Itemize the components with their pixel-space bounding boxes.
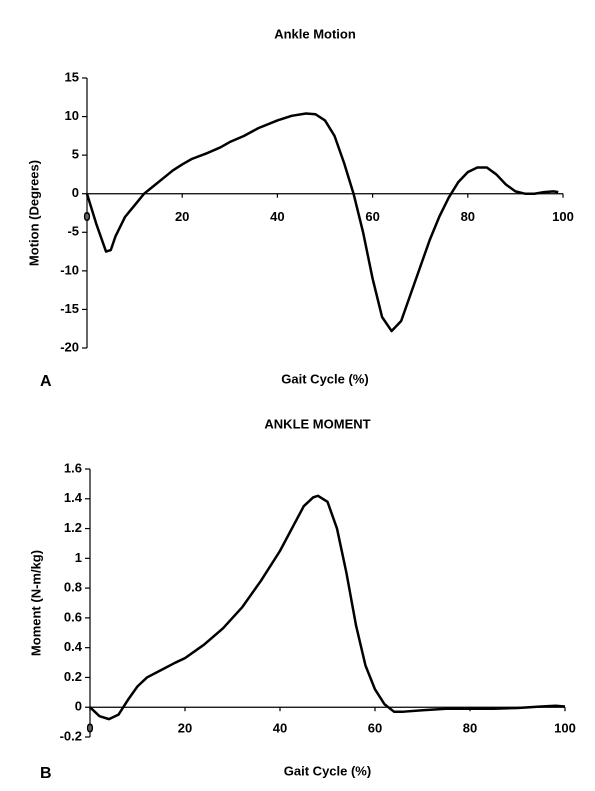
y-tick-label: 0	[72, 185, 79, 200]
line-series	[85, 112, 559, 333]
y-tick-label: 5	[72, 147, 79, 162]
x-tick-label: 40	[270, 209, 284, 224]
y-tick-label: 0.6	[64, 609, 82, 624]
x-axis-label: Gait Cycle (%)	[281, 371, 368, 386]
y-axis-label: Moment (N-m/kg)	[28, 550, 43, 656]
x-tick-label: 100	[552, 209, 574, 224]
y-tick-label: -20	[60, 339, 79, 354]
y-tick-label: -15	[60, 301, 79, 316]
x-tick-label: 40	[273, 721, 287, 736]
chart-title: Ankle Motion	[274, 26, 356, 41]
x-tick-label: 60	[365, 209, 379, 224]
chart-title: ANKLE MOMENT	[264, 416, 370, 431]
y-tick-label: 0	[75, 699, 82, 714]
panel-label: A	[40, 373, 52, 390]
y-tick-label: 1.4	[64, 490, 83, 505]
x-tick-label: 100	[554, 721, 576, 736]
x-tick-label: 0	[86, 721, 93, 736]
y-tick-label: 0.4	[64, 639, 83, 654]
y-tick-label: 1.2	[64, 520, 82, 535]
x-tick-label: 20	[175, 209, 189, 224]
x-tick-label: 80	[461, 209, 475, 224]
y-tick-label: 0.8	[64, 580, 82, 595]
y-tick-label: 0.2	[64, 669, 82, 684]
y-tick-label: 15	[65, 69, 79, 84]
y-tick-label: 1	[75, 550, 82, 565]
y-tick-label: 1.6	[64, 460, 82, 475]
x-tick-label: 20	[178, 721, 192, 736]
y-axis-label: Motion (Degrees)	[26, 160, 41, 266]
y-tick-label: -0.2	[60, 728, 82, 743]
panel-label: B	[40, 765, 52, 782]
line-series	[89, 494, 566, 721]
x-tick-label: 80	[463, 721, 477, 736]
x-axis-label: Gait Cycle (%)	[284, 763, 371, 778]
x-tick-label: 60	[368, 721, 382, 736]
y-tick-label: -10	[60, 262, 79, 277]
y-tick-label: -5	[67, 224, 79, 239]
y-tick-label: 10	[65, 108, 79, 123]
x-tick-label: 0	[83, 209, 90, 224]
